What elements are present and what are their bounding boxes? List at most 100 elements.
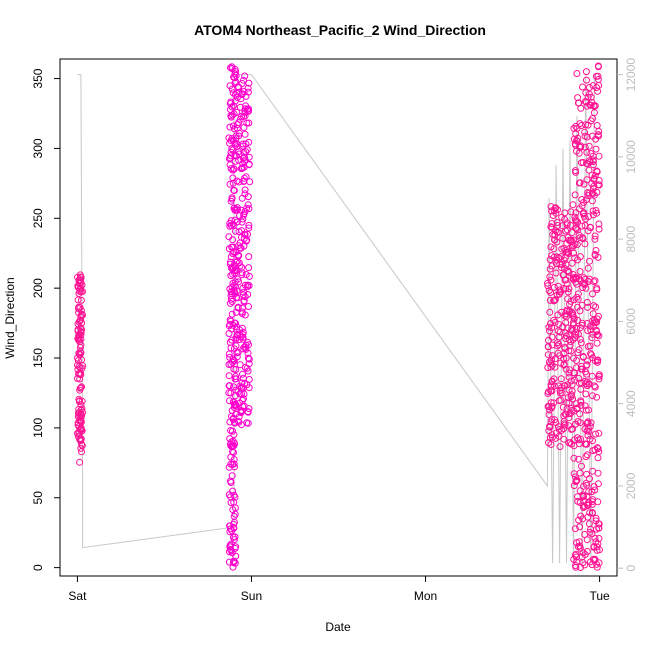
data-point — [546, 273, 554, 281]
data-point — [232, 135, 240, 143]
data-point — [585, 142, 593, 150]
data-point — [556, 286, 564, 294]
data-point — [244, 408, 252, 416]
data-point — [572, 478, 580, 486]
data-point — [244, 281, 252, 289]
data-point — [595, 225, 603, 233]
data-point — [229, 236, 237, 244]
y-tick-label: 100 — [31, 418, 45, 438]
data-point — [577, 277, 585, 285]
data-point — [589, 392, 596, 400]
data-point — [554, 327, 562, 335]
data-point — [586, 84, 593, 91]
data-point — [588, 498, 596, 506]
data-point — [235, 259, 243, 267]
data-point — [592, 303, 600, 311]
data-point — [552, 209, 560, 217]
data-point — [594, 469, 602, 477]
data-point — [592, 538, 600, 546]
data-point — [585, 90, 593, 98]
data-point — [234, 294, 242, 302]
data-point — [584, 121, 592, 129]
data-point — [555, 320, 563, 328]
data-point — [226, 418, 234, 426]
data-point — [239, 215, 247, 223]
data-point — [238, 304, 246, 312]
data-point — [593, 563, 601, 571]
data-point — [571, 551, 579, 559]
data-point — [76, 344, 84, 351]
data-point — [580, 493, 588, 500]
data-point — [230, 187, 238, 194]
data-point — [565, 285, 573, 293]
y2-tick-label: 0 — [624, 565, 638, 572]
data-point — [592, 514, 600, 522]
data-point — [241, 109, 249, 117]
data-point — [582, 89, 590, 97]
data-point — [583, 98, 590, 106]
data-point — [230, 431, 238, 439]
data-point — [583, 470, 591, 478]
data-point — [569, 395, 577, 403]
data-point — [232, 342, 240, 350]
data-point — [233, 331, 241, 338]
data-point — [545, 287, 553, 295]
data-point — [234, 303, 242, 311]
y-tick-label: 150 — [31, 348, 45, 368]
data-point — [589, 555, 597, 563]
data-point — [581, 240, 589, 248]
data-point — [233, 353, 241, 361]
data-point — [227, 499, 235, 507]
data-point — [561, 209, 569, 217]
data-point — [594, 87, 602, 95]
data-point — [78, 326, 86, 334]
data-point — [585, 380, 593, 388]
data-point — [586, 435, 594, 443]
data-point — [576, 268, 584, 275]
data-point — [74, 429, 81, 437]
data-point — [572, 225, 580, 233]
data-point — [227, 197, 235, 205]
data-point — [233, 108, 241, 116]
data-point — [240, 298, 248, 306]
data-point — [76, 271, 84, 279]
data-point — [585, 488, 593, 496]
data-point — [593, 209, 601, 217]
data-point — [226, 82, 234, 90]
data-point — [583, 536, 591, 544]
data-point — [236, 262, 244, 270]
data-point — [227, 272, 235, 280]
data-point — [233, 124, 241, 132]
data-point — [578, 202, 586, 210]
data-point — [237, 407, 245, 415]
data-point — [594, 72, 602, 80]
data-point — [232, 401, 240, 409]
data-point — [233, 121, 241, 129]
data-point — [76, 384, 84, 392]
data-point — [576, 234, 584, 242]
data-point — [593, 339, 601, 347]
data-point — [572, 324, 580, 332]
data-point — [243, 119, 251, 127]
data-point — [76, 458, 84, 466]
data-point — [577, 339, 585, 347]
data-point — [245, 272, 253, 280]
data-point — [559, 222, 567, 230]
data-point — [225, 245, 233, 253]
data-point — [565, 422, 573, 430]
data-point — [544, 351, 552, 359]
data-point — [590, 191, 598, 199]
data-point — [579, 284, 587, 292]
data-point — [229, 427, 236, 435]
y2-tick-label: 8000 — [624, 225, 638, 252]
data-point — [235, 413, 243, 421]
data-point — [78, 448, 85, 456]
data-point — [595, 132, 602, 140]
data-point — [547, 223, 555, 231]
data-point — [544, 279, 551, 287]
data-point — [577, 385, 585, 393]
data-point — [582, 479, 590, 487]
data-point — [565, 439, 573, 447]
data-point — [75, 405, 83, 413]
data-point — [233, 323, 241, 331]
